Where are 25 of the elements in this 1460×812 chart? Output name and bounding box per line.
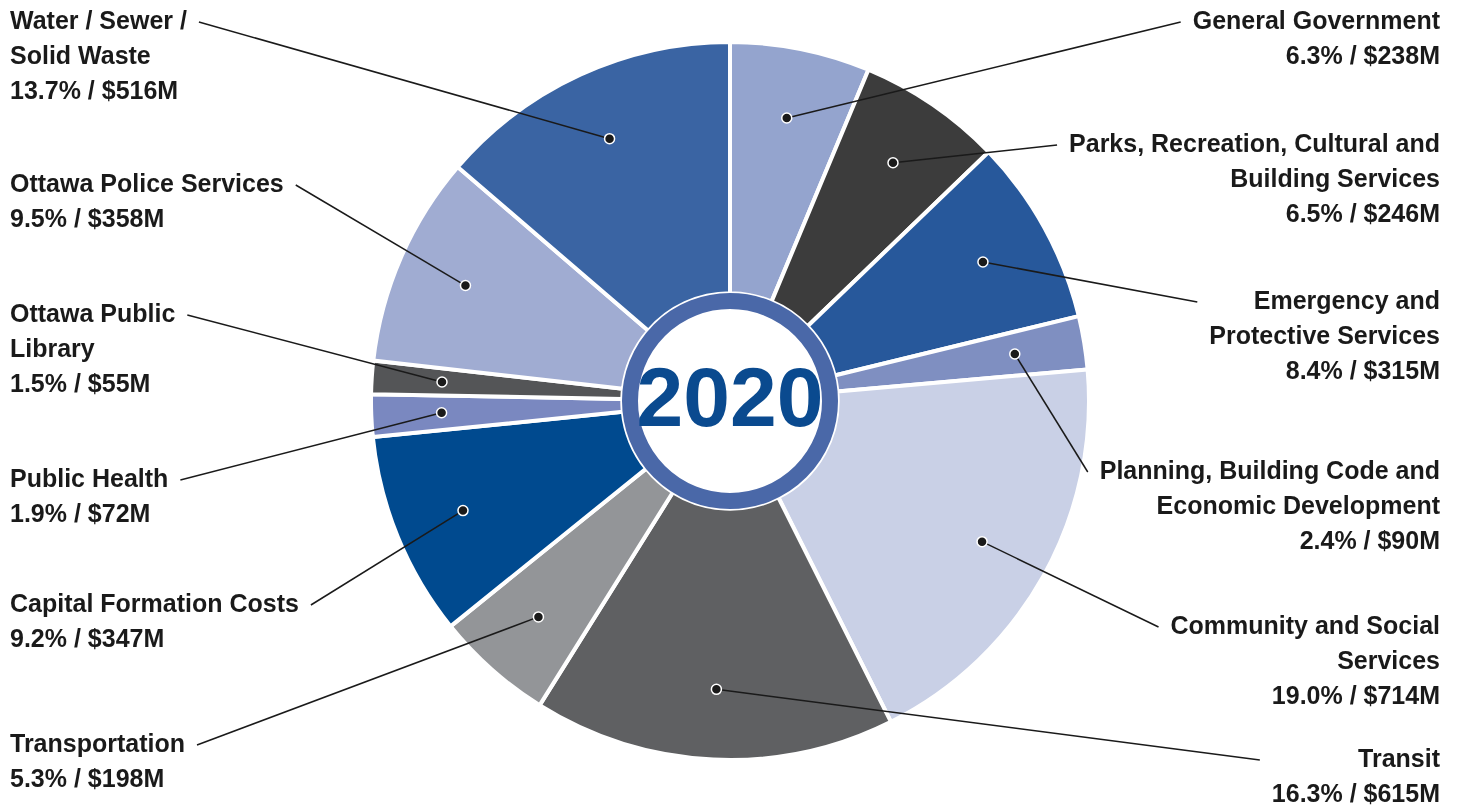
data-label: 16.3% / $615M (1271, 778, 1440, 807)
data-label: 9.2% / $347M (10, 623, 165, 652)
data-label: 6.3% / $238M (1285, 40, 1440, 69)
slice-label: Public Health (10, 463, 169, 492)
data-label: 13.7% / $516M (10, 75, 179, 104)
data-label: 5.3% / $198M (10, 763, 165, 792)
slice-label: Transit (1358, 743, 1441, 772)
slice-label: Planning, Building Code and Economic Development (1099, 455, 1441, 519)
slice-label: General Government (1192, 5, 1441, 34)
slice-label: Capital Formation Costs (10, 588, 299, 617)
data-label: 8.4% / $315M (1285, 355, 1440, 384)
slice-label: Transportation (10, 728, 186, 757)
slice-label: Emergency and Protective Services (1209, 285, 1440, 349)
data-label: 2.4% / $90M (1299, 525, 1440, 554)
slice-label: Ottawa Police Services (10, 168, 284, 197)
slice-label: Community and Social Services (1170, 610, 1440, 674)
data-label: 9.5% / $358M (10, 203, 165, 232)
slice-label: Ottawa Public Library (10, 298, 176, 362)
data-label: 19.0% / $714M (1271, 680, 1440, 709)
slice-label: Parks, Recreation, Cultural and Building Services (1069, 128, 1440, 192)
text: 2020 (636, 350, 824, 445)
data-label: 6.5% / $246M (1285, 198, 1440, 227)
data-label: 1.9% / $72M (10, 498, 151, 527)
slice-label: Water / Sewer / Solid Waste (10, 5, 187, 69)
data-label: 1.5% / $55M (10, 368, 151, 397)
